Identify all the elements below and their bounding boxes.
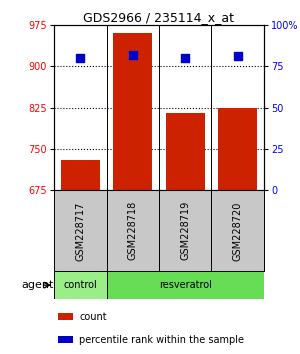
Point [183,55,188,61]
Text: GSM228720: GSM228720 [233,201,243,261]
Text: percentile rank within the sample: percentile rank within the sample [79,335,244,345]
Point [78,55,83,61]
Bar [113,33,152,190]
Bar [218,108,257,190]
Point [235,53,240,59]
Text: GSM228718: GSM228718 [128,201,138,261]
Text: agent: agent [22,280,54,290]
Text: resveratrol: resveratrol [159,280,212,290]
Text: GSM228719: GSM228719 [180,201,190,261]
Text: control: control [63,280,97,290]
Bar [58,313,73,320]
Bar [61,160,100,190]
Bar [58,336,73,343]
Point [130,52,135,57]
Bar [166,113,205,190]
Title: GDS2966 / 235114_x_at: GDS2966 / 235114_x_at [83,11,235,24]
Text: GSM228717: GSM228717 [75,201,85,261]
Bar [54,271,106,299]
Text: count: count [79,312,107,322]
Bar [106,271,264,299]
